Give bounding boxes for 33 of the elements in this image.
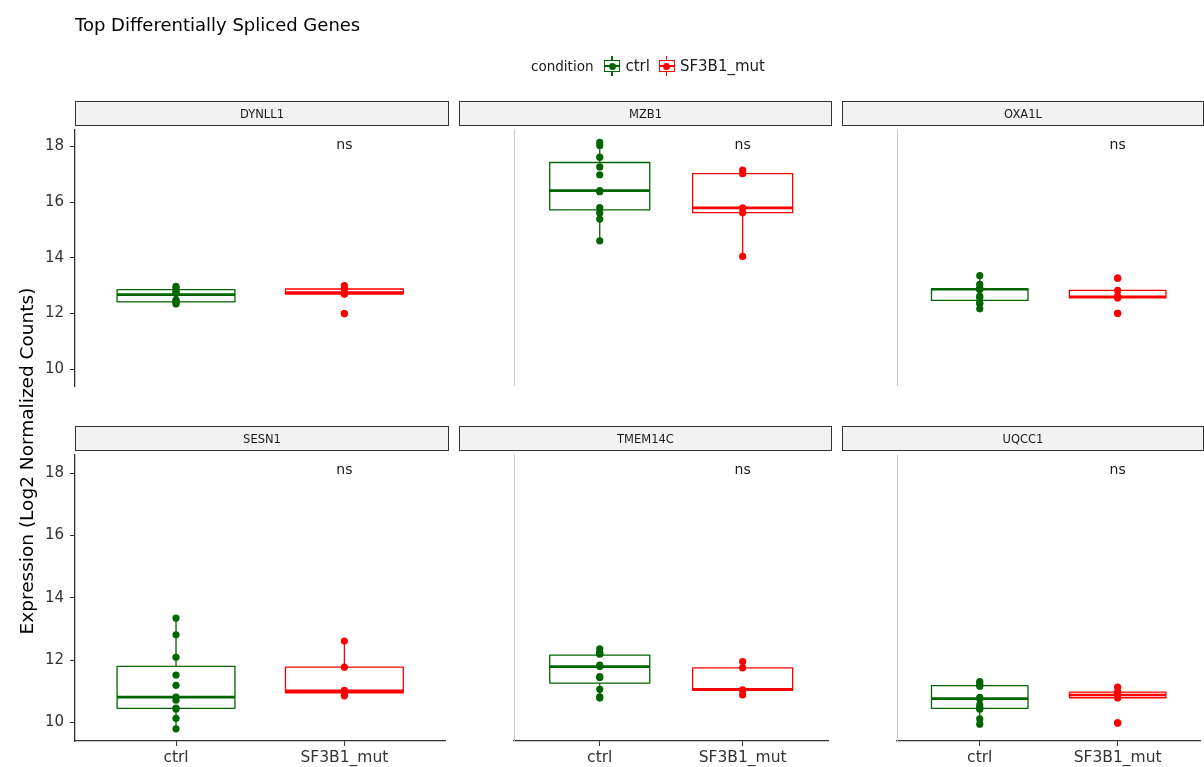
x-tick-label: SF3B1_mut <box>698 748 787 767</box>
x-tick-label: ctrl <box>587 748 613 767</box>
y-tick-label: 18 <box>44 463 64 482</box>
chart-subtitle: MZB1 <box>628 106 662 121</box>
legend-label: ctrl <box>625 57 650 75</box>
annotation: ns <box>1109 136 1126 153</box>
y-tick-label: 10 <box>44 712 64 731</box>
y-tick-label: 18 <box>44 136 64 155</box>
legend-title: condition <box>531 58 594 74</box>
chart-subtitle: UQCC1 <box>1002 431 1044 446</box>
annotation: ns <box>734 136 751 153</box>
chart-subtitle: SESN1 <box>243 431 281 446</box>
x-tick-label: SF3B1_mut <box>1073 748 1162 767</box>
annotation: ns <box>1109 461 1126 478</box>
y-tick-label: 14 <box>44 247 64 266</box>
y-axis-title: Expression (Log2 Normalized Counts) <box>15 287 37 635</box>
y-tick-label: 12 <box>44 649 64 668</box>
annotation: ns <box>336 461 353 478</box>
annotation: ns <box>336 136 353 153</box>
y-tick-label: 16 <box>44 525 64 544</box>
x-tick-label: SF3B1_mut <box>300 748 389 767</box>
y-tick-label: 14 <box>44 587 64 606</box>
annotation: ns <box>734 461 751 478</box>
y-tick-label: 16 <box>44 191 64 210</box>
y-tick-label: 10 <box>44 359 64 378</box>
chart-subtitle: OXA1L <box>1004 106 1042 121</box>
legend-label: SF3B1_mut <box>679 57 765 75</box>
chart-title: Top Differentially Spliced Genes <box>75 14 361 35</box>
y-tick-label: 12 <box>44 303 64 322</box>
chart-subtitle: TMEM14C <box>617 431 674 446</box>
x-tick-label: ctrl <box>967 748 993 767</box>
x-tick-label: ctrl <box>163 748 189 767</box>
chart-subtitle: DYNLL1 <box>240 106 284 121</box>
